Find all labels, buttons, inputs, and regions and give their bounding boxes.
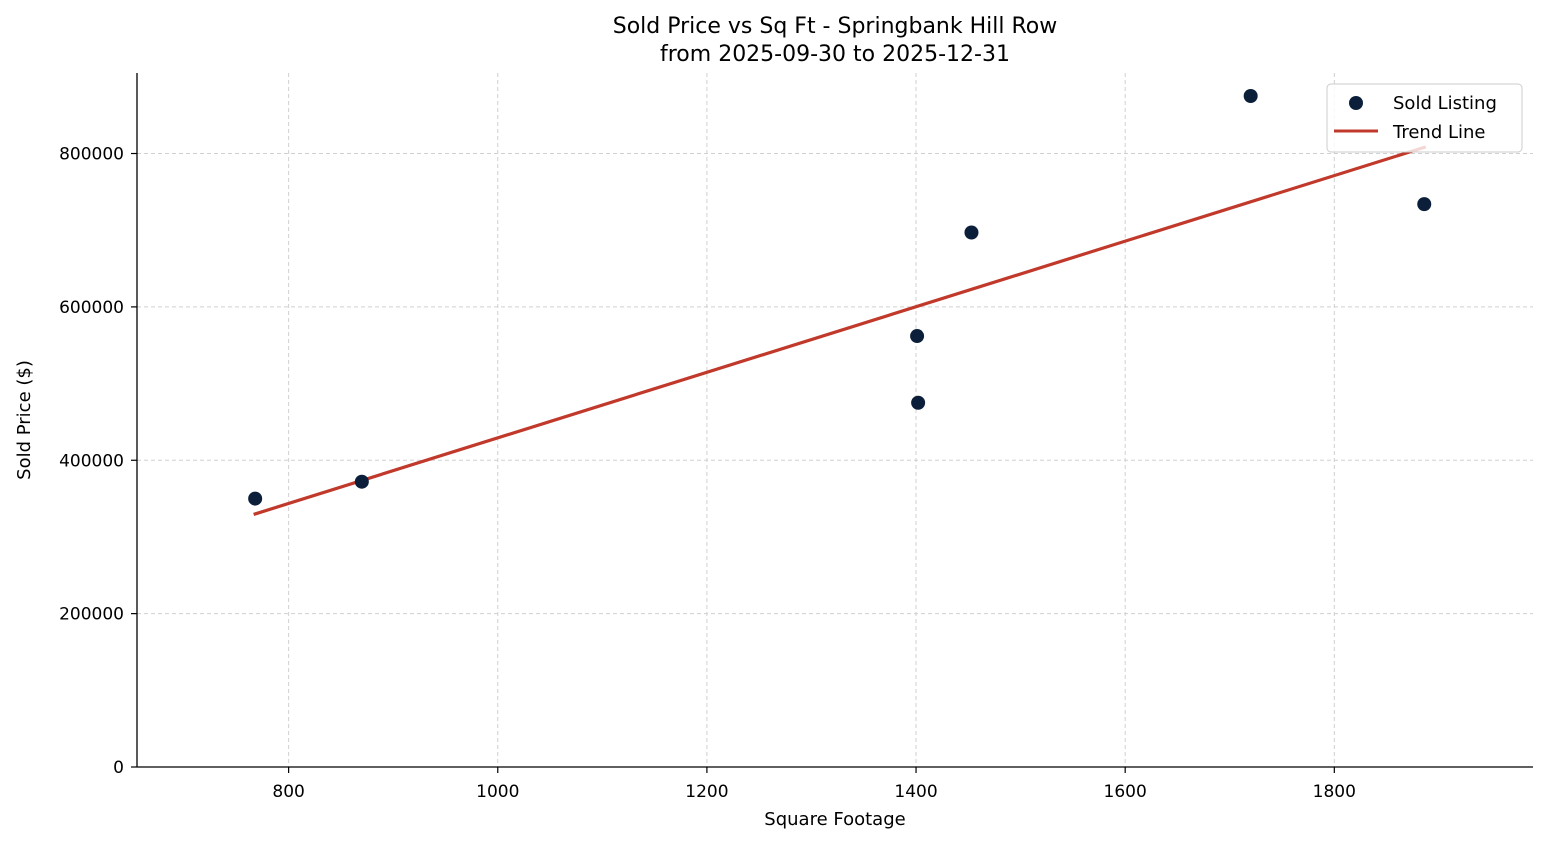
chart-title: Sold Price vs Sq Ft - Springbank Hill Ro…: [613, 14, 1058, 39]
legend: Sold Listing Trend Line: [1326, 83, 1523, 153]
legend-box: [1326, 83, 1523, 153]
y-tick-label: 0: [113, 758, 124, 778]
trend-line: [253, 145, 1427, 516]
data-point: [354, 474, 369, 489]
y-tick-label: 600000: [59, 298, 124, 318]
x-tick-label: 1200: [685, 782, 728, 802]
data-points-layer: [248, 89, 1432, 506]
y-tick-label: 200000: [59, 605, 124, 625]
data-point: [911, 395, 926, 410]
data-point: [1243, 89, 1258, 104]
x-axis-label: Square Footage: [764, 809, 905, 830]
data-point: [1417, 197, 1432, 212]
x-axis-ticks: 800 1000 1200 1400 1600 1800: [272, 767, 1356, 802]
legend-label-sold-listing: Sold Listing: [1393, 93, 1497, 114]
x-tick-label: 1000: [476, 782, 519, 802]
grid: [137, 73, 1533, 767]
x-tick-label: 1800: [1313, 782, 1356, 802]
x-tick-label: 1600: [1104, 782, 1147, 802]
x-tick-label: 1400: [894, 782, 937, 802]
legend-marker-sold-listing: [1349, 96, 1363, 110]
trend-line-layer: [253, 145, 1427, 516]
data-point: [964, 225, 979, 240]
y-tick-label: 400000: [59, 451, 124, 471]
data-point: [248, 491, 263, 506]
chart-subtitle: from 2025-09-30 to 2025-12-31: [660, 42, 1010, 67]
y-axis-ticks: 0 200000 400000 600000 800000: [59, 145, 137, 778]
y-axis-label: Sold Price ($): [14, 360, 35, 480]
y-tick-label: 800000: [59, 145, 124, 165]
legend-label-trend-line: Trend Line: [1392, 122, 1486, 143]
x-tick-label: 800: [272, 782, 304, 802]
data-point: [910, 329, 925, 344]
